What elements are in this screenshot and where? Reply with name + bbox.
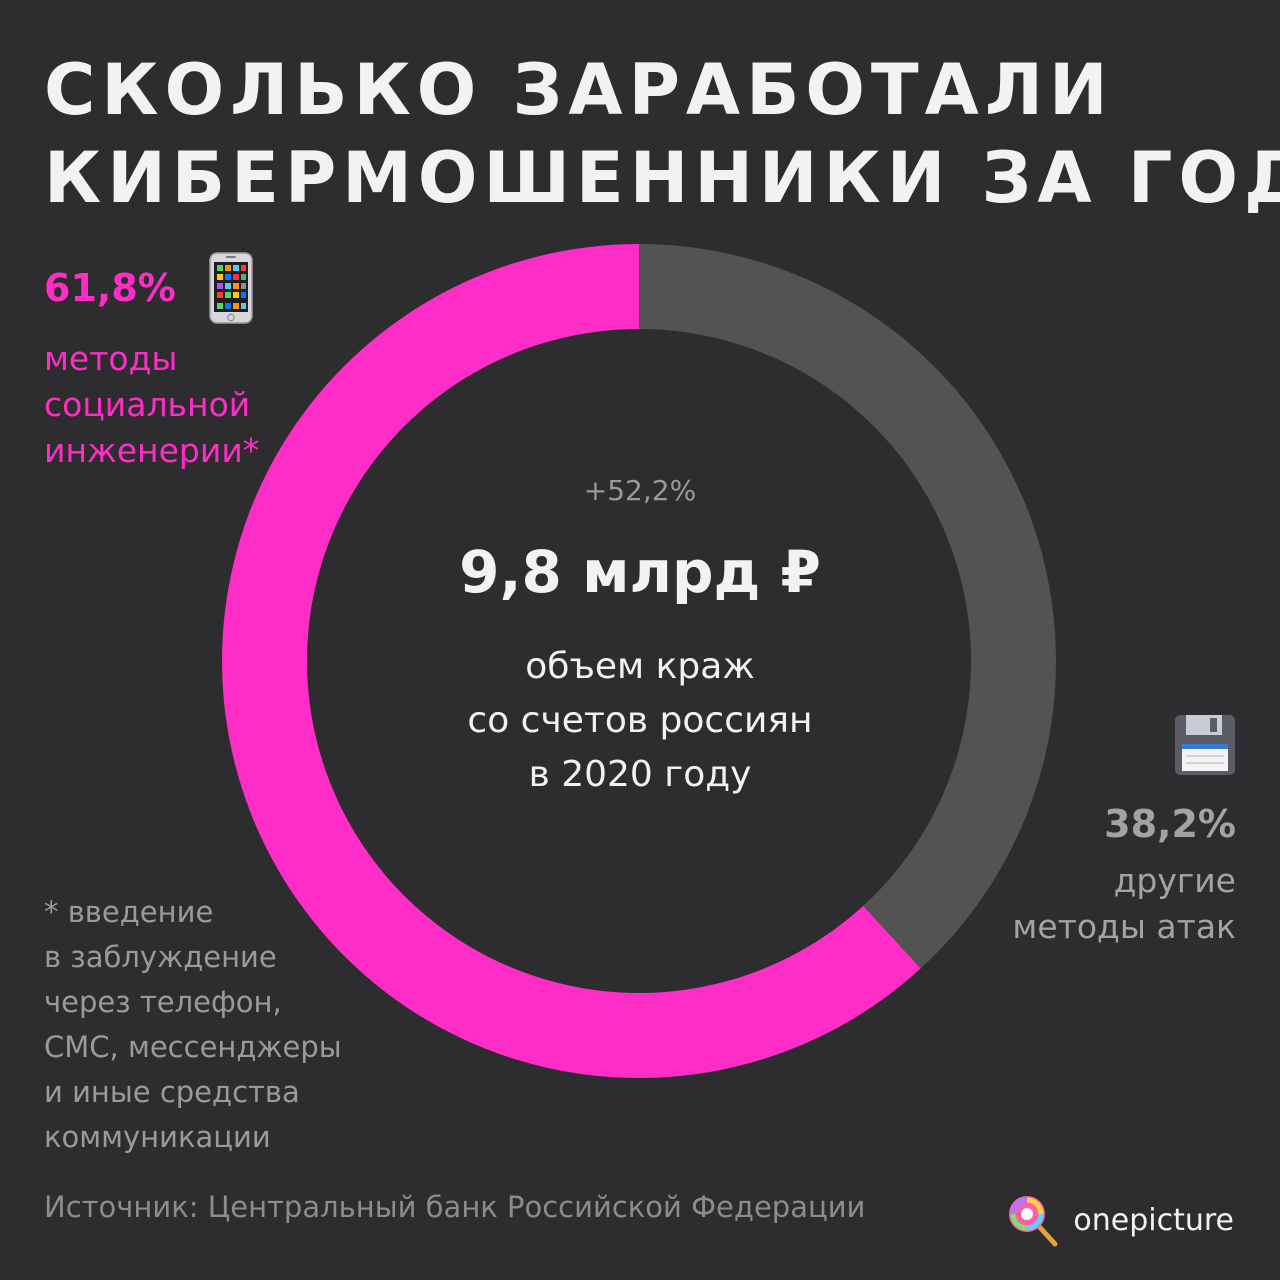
footnote-line-2: в заблуждение [44, 940, 277, 974]
center-line-2: со счетов россиян [467, 700, 813, 741]
title-line-1: СКОЛЬКО ЗАРАБОТАЛИ [44, 49, 1114, 131]
footnote-line-1: * введение [44, 895, 214, 929]
footnote-line-4: СМС, мессенджеры [44, 1030, 342, 1064]
footnote-line-3: через телефон, [44, 985, 282, 1019]
other-attacks-line-1: другие [1113, 861, 1236, 900]
total-value: 9,8 млрд ₽ [459, 538, 821, 606]
other-attacks-label: 38,2% другие методы атак [1012, 800, 1236, 950]
social-engineering-line-1: методы [44, 339, 178, 378]
brand: onepicture [1005, 1192, 1234, 1248]
social-engineering-percent: 61,8% [44, 266, 176, 310]
center-description: объем краж со счетов россиян в 2020 году [440, 640, 840, 802]
other-attacks-percent: 38,2% [1104, 802, 1236, 846]
page-title: СКОЛЬКО ЗАРАБОТАЛИ КИБЕРМОШЕННИКИ ЗА ГОД [44, 46, 1280, 222]
floppy-disk-icon [1175, 715, 1235, 775]
social-engineering-line-2: социальной [44, 385, 251, 424]
social-engineering-line-3: инженерии* [44, 431, 260, 470]
change-label: +52,2% [583, 474, 697, 507]
slice-social-engineering [222, 244, 921, 1078]
source-note: Источник: Центральный банк Российской Фе… [44, 1190, 866, 1224]
footnote-line-6: коммуникации [44, 1120, 271, 1154]
mobile-phone-icon [209, 252, 253, 324]
social-engineering-label: 61,8% методы социальной инженерии* [44, 252, 259, 474]
footnote: * введение в заблуждение через телефон, … [44, 890, 342, 1160]
lollipop-icon [1009, 1196, 1058, 1247]
brand-name: onepicture [1073, 1202, 1234, 1238]
title-line-2: КИБЕРМОШЕННИКИ ЗА ГОД [44, 137, 1280, 219]
slice-other-attacks [639, 244, 1056, 969]
other-attacks-line-2: методы атак [1012, 907, 1236, 946]
center-line-3: в 2020 году [528, 754, 752, 795]
center-line-1: объем краж [525, 646, 755, 687]
footnote-line-5: и иные средства [44, 1075, 300, 1109]
